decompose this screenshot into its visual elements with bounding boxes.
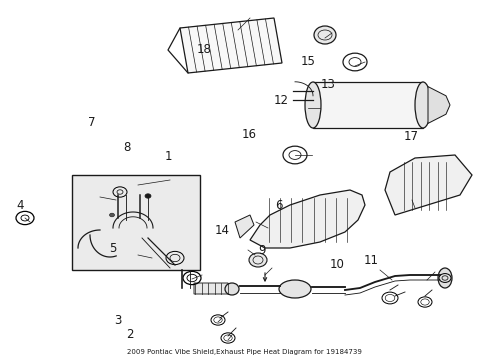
Ellipse shape bbox=[145, 194, 151, 198]
Polygon shape bbox=[427, 87, 449, 123]
Text: 17: 17 bbox=[403, 130, 417, 143]
Text: 5: 5 bbox=[108, 242, 116, 255]
Text: 12: 12 bbox=[273, 94, 288, 107]
Ellipse shape bbox=[305, 82, 320, 128]
Text: 3: 3 bbox=[113, 314, 121, 327]
Text: 14: 14 bbox=[215, 224, 229, 237]
Text: 2: 2 bbox=[125, 328, 133, 341]
Text: 9: 9 bbox=[257, 244, 265, 257]
Text: 4: 4 bbox=[17, 199, 24, 212]
Polygon shape bbox=[312, 82, 422, 128]
Polygon shape bbox=[235, 215, 253, 238]
Text: 10: 10 bbox=[329, 258, 344, 271]
Polygon shape bbox=[384, 155, 471, 215]
Ellipse shape bbox=[437, 268, 451, 288]
Ellipse shape bbox=[313, 26, 335, 44]
Text: 11: 11 bbox=[364, 255, 378, 267]
Text: 18: 18 bbox=[197, 43, 211, 56]
Text: 6: 6 bbox=[274, 199, 282, 212]
Polygon shape bbox=[180, 18, 282, 73]
Text: 16: 16 bbox=[242, 129, 256, 141]
Polygon shape bbox=[194, 283, 229, 294]
Text: 7: 7 bbox=[88, 116, 96, 129]
FancyBboxPatch shape bbox=[72, 175, 200, 270]
Polygon shape bbox=[249, 190, 364, 248]
Text: 15: 15 bbox=[300, 55, 315, 68]
Text: 13: 13 bbox=[320, 78, 334, 91]
Text: 1: 1 bbox=[164, 150, 172, 163]
Ellipse shape bbox=[248, 253, 266, 267]
Text: 8: 8 bbox=[123, 141, 131, 154]
Ellipse shape bbox=[109, 213, 114, 217]
Ellipse shape bbox=[279, 280, 310, 298]
Ellipse shape bbox=[414, 82, 430, 128]
Text: 2009 Pontiac Vibe Shield,Exhaust Pipe Heat Diagram for 19184739: 2009 Pontiac Vibe Shield,Exhaust Pipe He… bbox=[127, 349, 361, 355]
Ellipse shape bbox=[224, 283, 239, 295]
